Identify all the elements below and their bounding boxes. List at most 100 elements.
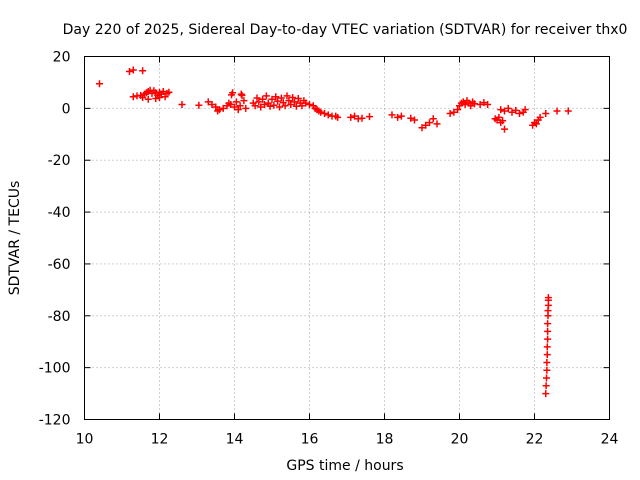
data-point	[334, 113, 342, 121]
data-point	[274, 97, 282, 105]
data-point	[285, 97, 293, 105]
data-point	[232, 98, 240, 106]
data-point	[461, 100, 469, 108]
data-point	[543, 351, 551, 359]
data-point	[236, 102, 244, 110]
data-point	[152, 95, 160, 103]
axis-ticks: 10 12 14 16 18 20 22 24 20 0 -20 -40 -60 -80 -100 -120	[39, 50, 619, 448]
data-point	[544, 335, 552, 343]
y-tick-label: -80	[48, 309, 71, 325]
data-point	[268, 95, 276, 103]
data-point	[255, 98, 263, 106]
y-tick-label: -100	[39, 361, 71, 377]
data-point	[512, 106, 520, 114]
data-point	[270, 101, 278, 109]
data-point	[397, 112, 405, 120]
data-point	[358, 114, 366, 122]
data-point	[543, 366, 551, 374]
data-point	[543, 343, 551, 351]
data-point	[237, 90, 245, 98]
data-point	[418, 124, 426, 132]
data-point	[228, 91, 235, 99]
y-tick-label: 20	[53, 50, 71, 66]
data-point	[257, 103, 265, 111]
data-point	[553, 107, 561, 115]
data-point	[195, 101, 203, 109]
data-point	[454, 106, 462, 114]
data-point	[251, 102, 259, 110]
data-point	[129, 93, 137, 101]
data-point	[471, 100, 478, 108]
y-tick-label: -20	[48, 153, 71, 169]
data-point	[446, 110, 454, 118]
x-tick-label: 22	[526, 432, 544, 448]
data-point	[294, 95, 302, 103]
data-point	[276, 103, 283, 111]
data-point	[544, 294, 552, 302]
data-point	[564, 107, 572, 115]
data-point	[317, 108, 325, 116]
data-point	[240, 97, 248, 105]
data-point	[298, 102, 306, 110]
data-point	[261, 100, 268, 108]
data-point	[407, 114, 415, 122]
x-tick-label: 20	[451, 432, 469, 448]
x-tick-label: 18	[376, 432, 394, 448]
y-tick-label: -40	[48, 205, 71, 221]
data-point	[227, 100, 235, 108]
data-point	[388, 111, 396, 119]
data-point	[501, 125, 508, 133]
data-point	[394, 113, 402, 121]
data-point	[165, 88, 173, 96]
data-point	[216, 106, 223, 114]
y-tick-label: -60	[48, 257, 71, 273]
data-point	[542, 382, 550, 390]
data-point	[289, 93, 297, 101]
data-point	[96, 80, 103, 88]
data-point	[321, 110, 328, 118]
data-point	[272, 93, 280, 101]
data-point	[544, 320, 552, 328]
data-point	[476, 100, 484, 108]
x-axis-label: GPS time / hours	[286, 458, 403, 474]
data-point	[347, 113, 355, 121]
data-point	[411, 116, 418, 124]
data-point	[351, 112, 358, 120]
data-point	[204, 98, 212, 106]
chart-title: Day 220 of 2025, Sidereal Day-to-day VTE…	[63, 22, 628, 38]
data-point	[450, 108, 458, 116]
data-point	[208, 100, 216, 108]
data-point	[306, 100, 313, 108]
data-point	[480, 99, 488, 107]
data-point	[497, 106, 505, 114]
data-point	[542, 390, 550, 398]
data-point	[219, 104, 227, 112]
data-point	[499, 117, 507, 125]
data-point	[259, 95, 267, 103]
data-point	[277, 94, 285, 102]
data-point	[484, 100, 492, 108]
data-point	[212, 103, 220, 111]
x-tick-label: 14	[226, 432, 244, 448]
data-point	[302, 99, 310, 107]
y-tick-label: 0	[62, 101, 71, 117]
y-axis-label: SDTVAR / TECUs	[7, 181, 23, 296]
data-point	[324, 111, 332, 119]
data-point	[283, 92, 291, 100]
data-point	[234, 106, 242, 114]
x-tick-label: 12	[151, 432, 169, 448]
data-points	[96, 66, 572, 398]
data-point	[287, 100, 295, 108]
data-point	[495, 113, 503, 121]
data-point	[521, 106, 529, 114]
data-point	[543, 358, 551, 366]
data-point	[543, 374, 550, 382]
data-point	[536, 113, 544, 121]
data-point	[532, 120, 540, 128]
x-tick-label: 10	[76, 432, 94, 448]
data-point	[291, 98, 298, 106]
data-point	[126, 68, 133, 76]
data-point	[231, 103, 238, 111]
data-point	[144, 95, 152, 103]
